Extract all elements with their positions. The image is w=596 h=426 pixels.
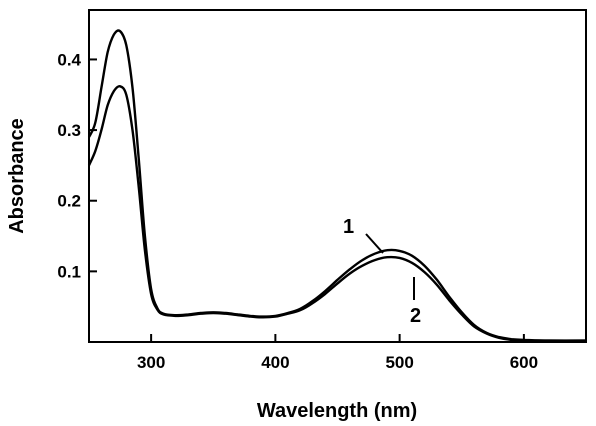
- y-tick-label: 0.4: [57, 50, 81, 69]
- y-tick-label: 0.2: [57, 192, 81, 211]
- y-tick-label: 0.3: [57, 121, 81, 140]
- series-2-line: [87, 85, 586, 342]
- x-axis-ticks: 300 400 500 600: [137, 334, 538, 372]
- series-1-label: 1: [343, 216, 354, 238]
- series-lines: [87, 29, 587, 342]
- series-1-line: [87, 29, 587, 342]
- y-axis-ticks: 0.1 0.2 0.3 0.4: [57, 50, 97, 281]
- x-tick-label: 300: [137, 353, 165, 372]
- x-axis-title: Wavelength (nm): [257, 400, 417, 422]
- y-axis-title: Absorbance: [6, 118, 28, 234]
- x-tick-label: 500: [385, 353, 413, 372]
- x-tick-label: 600: [510, 353, 538, 372]
- series-1-leader-line: [365, 233, 384, 254]
- series-annotations: 1 2: [343, 216, 421, 327]
- y-tick-label: 0.1: [57, 262, 81, 281]
- series-2-label: 2: [410, 305, 421, 327]
- plot-frame: [88, 9, 587, 343]
- x-tick-label: 400: [261, 353, 289, 372]
